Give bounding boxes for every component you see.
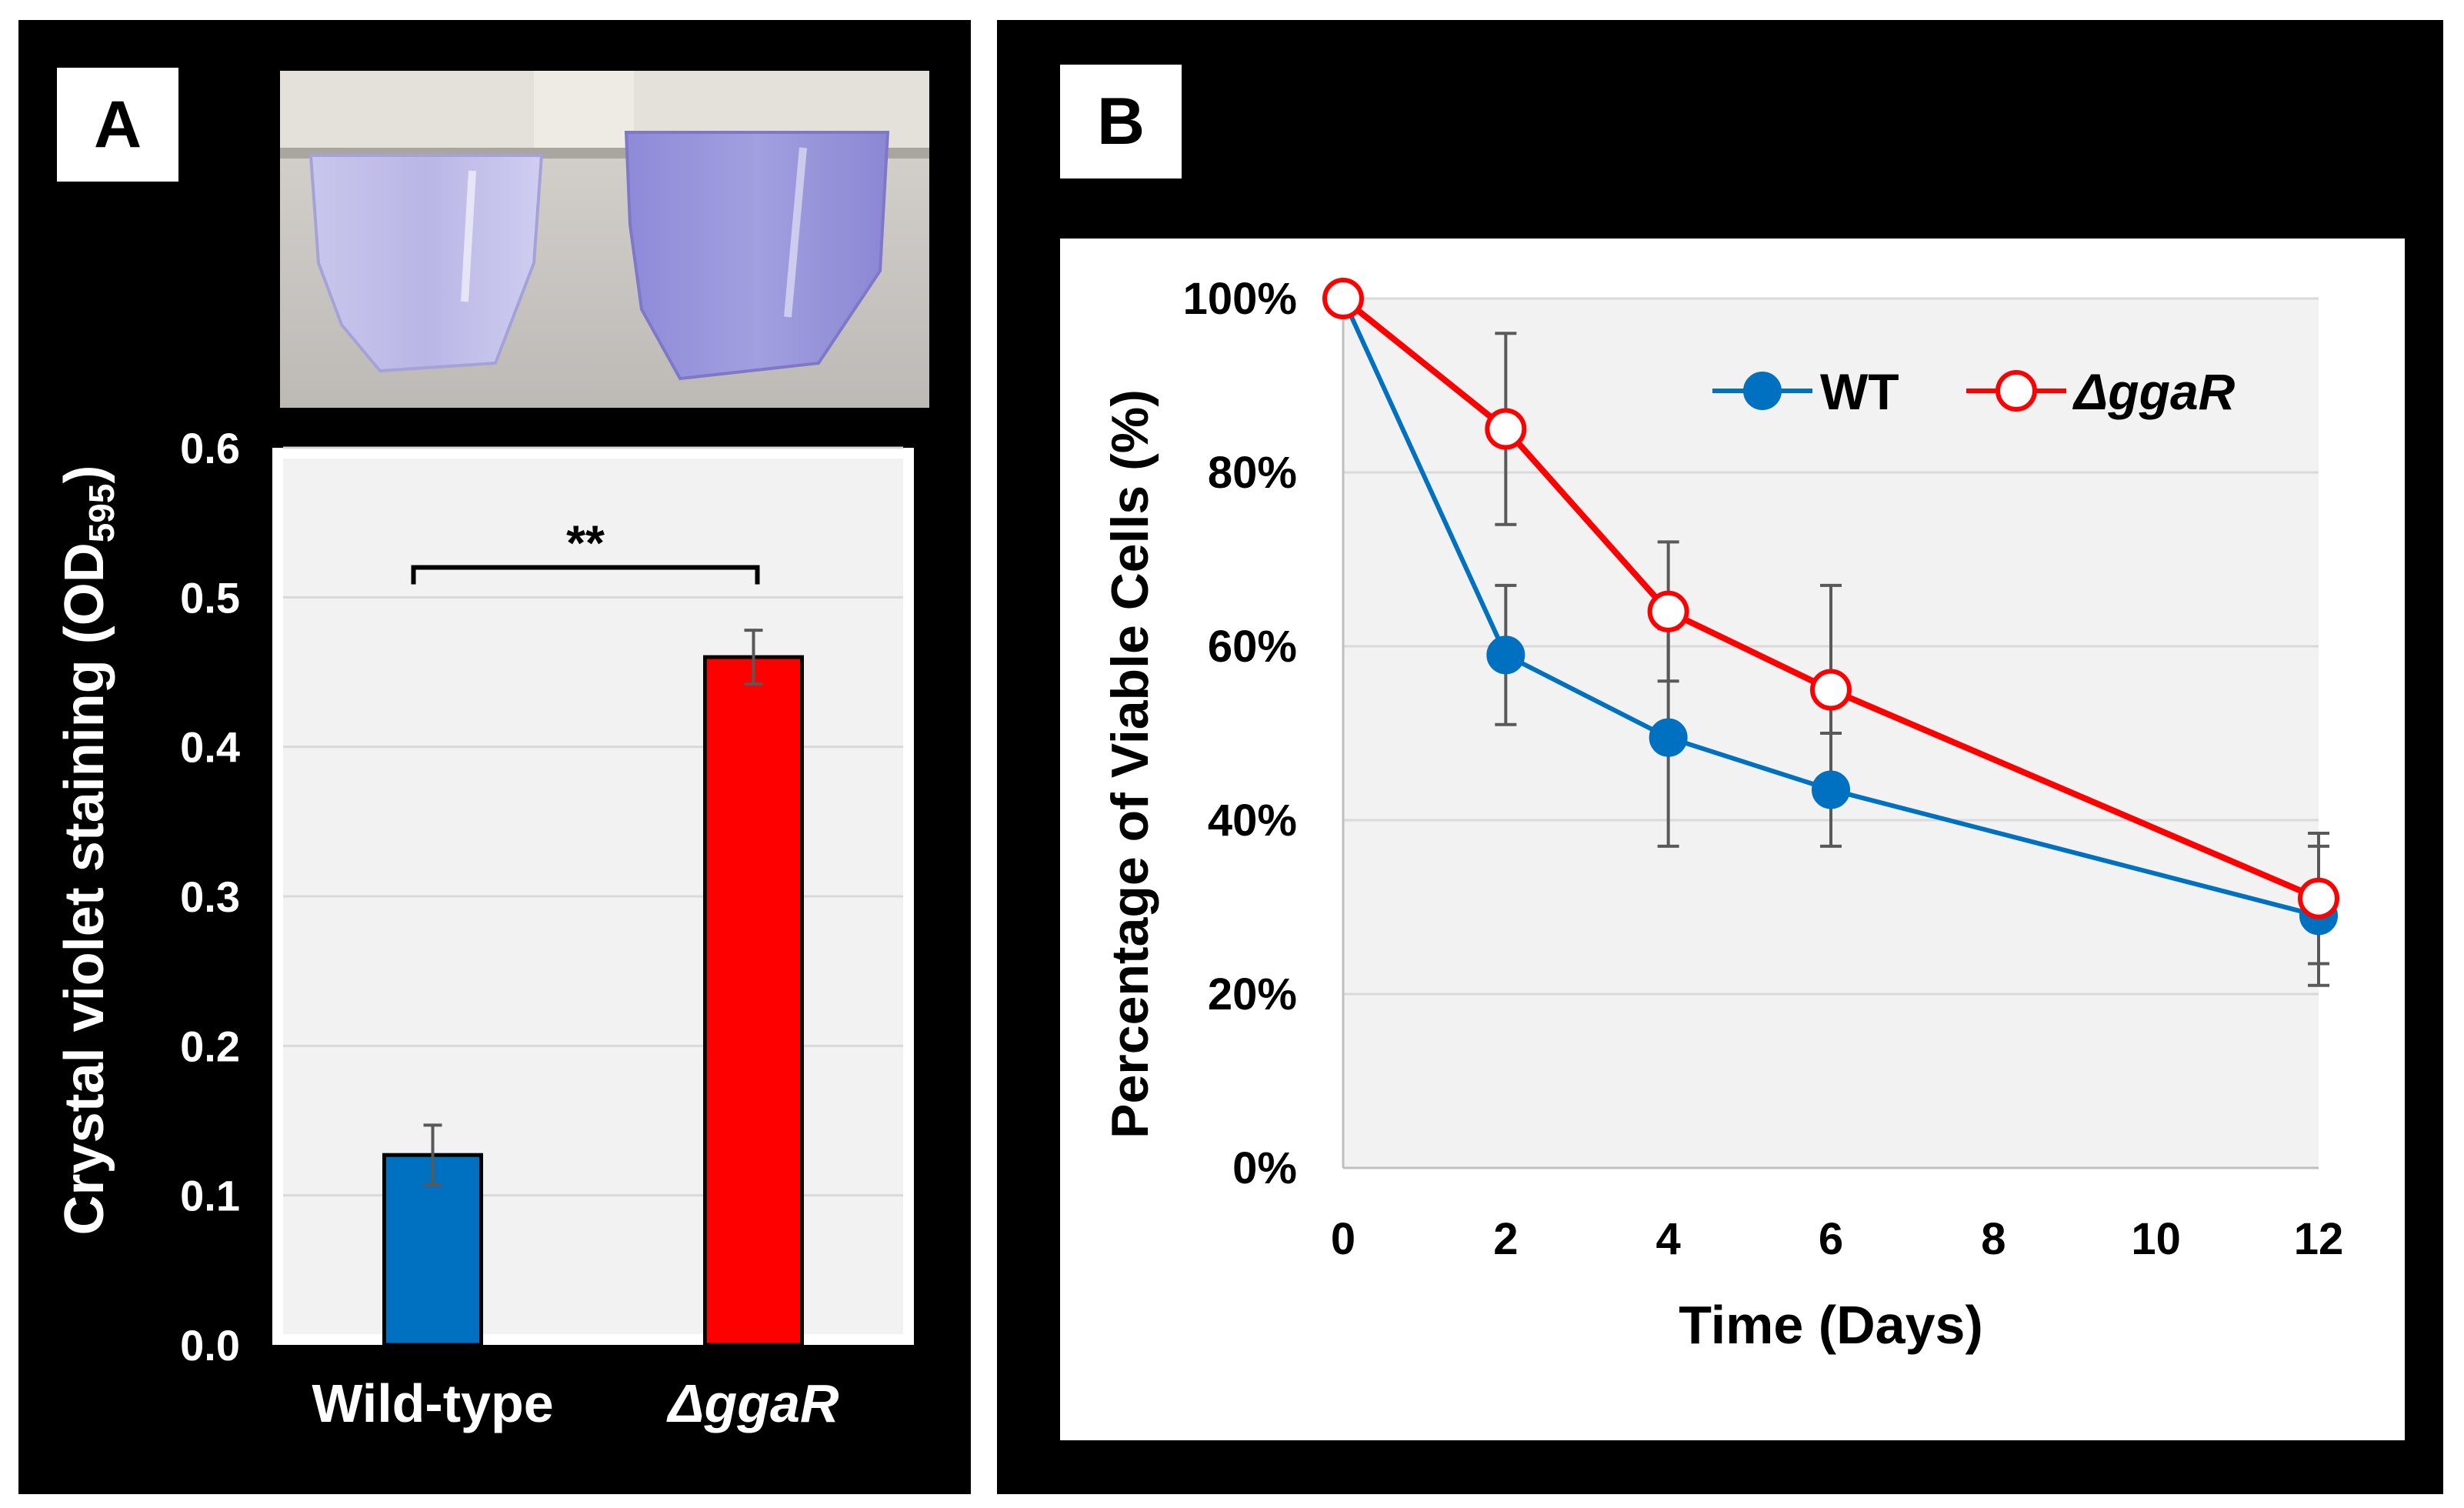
tube-photo	[280, 71, 929, 408]
y-tick-label: 20%	[1208, 969, 1297, 1019]
y-tick-label: 0.4	[180, 723, 240, 772]
y-tick-label: 0.3	[180, 872, 240, 921]
x-tick-label: 6	[1819, 1214, 1843, 1264]
y-axis-label: Crystal violet staining (OD595)	[54, 465, 122, 1236]
y-tick-label: 0.6	[180, 424, 240, 472]
line-chart: 0% 20% 40% 60% 80% 100% 0 2 4 6 8 10 12 Time (Days) Pe…	[1060, 239, 2405, 1440]
y-tick-label: 80%	[1208, 448, 1297, 498]
y-tick-label: 0.1	[180, 1172, 240, 1220]
panel-b-label: B	[1060, 65, 1182, 178]
data-point	[1485, 408, 1527, 450]
x-category-label: ΔggaR	[666, 1373, 839, 1433]
y-axis-label-close: )	[54, 465, 115, 484]
x-tick-label: 8	[1981, 1214, 2006, 1264]
x-tick-label: 10	[2131, 1214, 2181, 1264]
panel-a-label: A	[57, 68, 178, 182]
y-axis-label: Percentage of Viable Cells (%)	[1101, 389, 1159, 1139]
y-tick-label: 0.5	[180, 573, 240, 622]
data-point	[2298, 877, 2339, 919]
y-tick-label: 0.2	[180, 1022, 240, 1070]
x-axis-label: Time (Days)	[1679, 1295, 1983, 1355]
data-point	[1486, 636, 1525, 675]
panel-b: 0% 20% 40% 60% 80% 100% 0 2 4 6 8 10 12 Time (Days) Pe…	[997, 20, 2443, 1494]
significance-bracket	[411, 565, 760, 585]
data-point	[1322, 278, 1364, 319]
data-point	[1812, 770, 1850, 809]
x-tick-label: 2	[1493, 1214, 1518, 1264]
bar	[382, 1153, 483, 1347]
legend-label: WT	[1820, 363, 1899, 420]
x-category-label: Wild-type	[312, 1373, 553, 1433]
data-point	[1647, 590, 1689, 632]
legend-marker	[1996, 370, 2037, 412]
legend-marker	[1743, 372, 1782, 410]
bar	[703, 655, 804, 1347]
y-axis-label-main: Crystal violet staining (OD	[54, 542, 115, 1235]
legend-label: ΔggaR	[2072, 363, 2236, 420]
bar-chart: 0.0 0.1 0.2 0.3 0.4 0.5 0.6 Wild-type ΔggaR ** Cry…	[54, 424, 914, 1433]
x-tick-label: 12	[2294, 1214, 2344, 1264]
x-tick-label: 4	[1656, 1214, 1681, 1264]
y-tick-label: 100%	[1183, 274, 1297, 324]
data-point	[1810, 669, 1852, 711]
y-tick-label: 0.0	[180, 1321, 240, 1370]
y-axis-label-subscript: 595	[82, 484, 122, 543]
x-tick-label: 0	[1331, 1214, 1355, 1264]
significance-label: **	[566, 515, 605, 570]
panel-a: 0.0 0.1 0.2 0.3 0.4 0.5 0.6 Wild-type ΔggaR ** Cry…	[18, 20, 971, 1494]
y-tick-label: 40%	[1208, 796, 1297, 846]
y-tick-label: 0%	[1232, 1143, 1297, 1193]
data-point	[1649, 718, 1688, 757]
y-tick-label: 60%	[1208, 622, 1297, 672]
